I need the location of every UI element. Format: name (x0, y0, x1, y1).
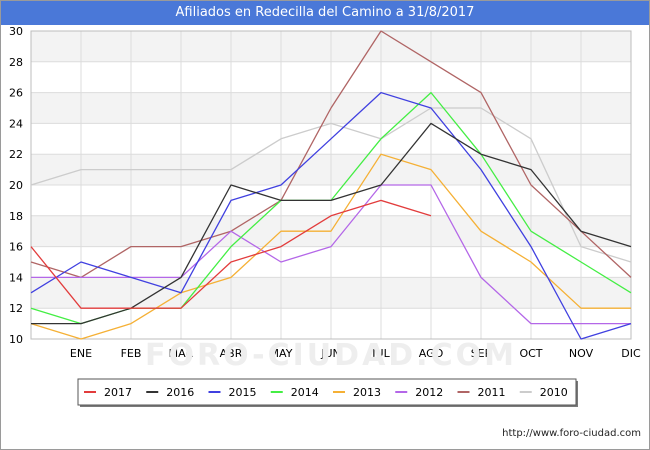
x-tick-label: JUN (320, 347, 341, 360)
legend-label-2010: 2010 (540, 386, 568, 399)
series-line-2010 (30, 107, 632, 263)
series-line-2015 (30, 91, 632, 340)
legend-label-2016: 2016 (166, 386, 194, 399)
y-tick-label: 30 (9, 25, 23, 38)
x-tick-label: MAY (270, 347, 293, 360)
x-tick-label: NOV (569, 347, 594, 360)
legend-label-2012: 2012 (415, 386, 443, 399)
y-tick-label: 12 (9, 302, 23, 315)
y-tick-label: 18 (9, 210, 23, 223)
x-tick-label: FEB (121, 347, 142, 360)
legend-label-2015: 2015 (229, 386, 257, 399)
series-line-2011 (30, 30, 632, 279)
series-line-2013 (30, 153, 631, 340)
x-tick-label: ABR (220, 347, 243, 360)
y-tick-label: 22 (9, 148, 23, 161)
x-tick-label: MAR (169, 347, 194, 360)
y-tick-label: 28 (9, 56, 23, 69)
x-tick-label: AGO (419, 347, 444, 360)
y-tick-label: 16 (9, 241, 23, 254)
source-url[interactable]: http://www.foro-ciudad.com (502, 428, 641, 439)
legend-label-2013: 2013 (353, 386, 381, 399)
y-tick-label: 10 (9, 333, 23, 346)
x-tick-label: JUL (371, 347, 390, 360)
y-tick-label: 20 (9, 179, 23, 192)
legend-label-2011: 2011 (478, 386, 506, 399)
y-tick-label: 26 (9, 87, 23, 100)
x-tick-label: SEP (471, 347, 492, 360)
watermark: FORO-CIUDAD.COM (145, 338, 517, 373)
y-tick-label: 14 (9, 271, 23, 284)
series-line-2017 (30, 199, 432, 309)
legend-box (77, 378, 577, 406)
legend-label-2017: 2017 (104, 386, 132, 399)
x-tick-label: DIC (621, 347, 641, 360)
x-tick-label: ENE (70, 347, 92, 360)
x-tick-label: OCT (519, 347, 542, 360)
chart-title: Afiliados en Redecilla del Camino a 31/8… (1, 1, 649, 25)
legend-label-2014: 2014 (291, 386, 319, 399)
y-tick-label: 24 (9, 117, 23, 130)
